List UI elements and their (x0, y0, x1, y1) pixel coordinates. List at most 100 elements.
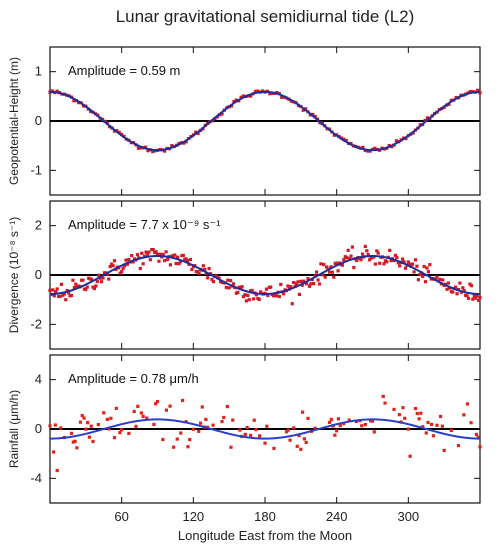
data-point (55, 468, 59, 473)
fitted-curve (49, 255, 481, 295)
data-point (401, 406, 405, 410)
data-point (350, 245, 355, 249)
data-point (89, 277, 94, 281)
data-point (472, 294, 476, 298)
data-point (94, 284, 98, 288)
data-point (431, 434, 436, 438)
data-point (138, 266, 142, 271)
data-point (474, 432, 479, 436)
data-point (269, 285, 273, 289)
data-point (112, 259, 117, 263)
y-tick-label: 0 (35, 113, 42, 128)
data-point (454, 285, 458, 289)
data-point (325, 265, 329, 269)
data-point (327, 420, 332, 424)
data-point (406, 260, 410, 264)
data-point (425, 116, 430, 120)
data-point (265, 424, 269, 428)
data-point (365, 249, 369, 253)
data-point (69, 431, 74, 435)
data-point (151, 150, 155, 154)
data-point (214, 274, 218, 278)
data-point (344, 138, 348, 143)
data-point (196, 131, 200, 136)
data-point (313, 426, 317, 430)
data-point (155, 252, 160, 256)
data-point (207, 266, 211, 271)
data-point (376, 251, 380, 255)
data-point (333, 433, 337, 437)
data-point (424, 431, 428, 435)
data-point (256, 89, 260, 93)
data-point (401, 257, 405, 261)
data-point (294, 282, 299, 286)
data-point (154, 250, 158, 254)
data-point (312, 282, 316, 286)
data-point (403, 416, 407, 420)
data-point (478, 296, 482, 300)
y-tick-label: -2 (30, 316, 42, 331)
data-point (361, 145, 365, 149)
data-point (127, 257, 131, 262)
data-point (62, 292, 66, 296)
data-point (152, 422, 156, 426)
data-point (140, 251, 144, 255)
data-point (250, 288, 254, 293)
data-point (408, 454, 412, 458)
data-point (428, 263, 432, 267)
data-point (425, 266, 429, 270)
data-point (289, 285, 293, 289)
data-point (342, 258, 346, 262)
data-point (288, 438, 292, 442)
data-point (296, 280, 300, 284)
data-point (114, 406, 118, 410)
data-point (234, 98, 238, 102)
data-point (226, 278, 230, 282)
data-point (398, 264, 402, 268)
data-point (107, 427, 111, 431)
data-point (304, 282, 309, 286)
y-tick-label: 2 (35, 218, 42, 233)
data-point (241, 94, 246, 98)
data-point (352, 265, 356, 270)
panel-divergence: -2 0 2 Divergence (10⁻⁸ s⁻¹) Amplitude = 7.7… (7, 200, 482, 350)
data-point (272, 294, 276, 298)
data-point (163, 259, 167, 263)
data-point (109, 416, 113, 420)
data-point (136, 404, 140, 408)
figure-title: Lunar gravitational semidiurnal tide (L2… (116, 7, 415, 26)
data-point (175, 255, 180, 259)
data-point (48, 424, 52, 428)
data-point (210, 277, 214, 282)
data-point (48, 288, 52, 293)
data-point (395, 255, 399, 260)
data-point (55, 287, 59, 291)
x-axis-label: Longitude East from the Moon (178, 528, 352, 543)
data-point (309, 282, 313, 286)
data-point (194, 130, 198, 134)
data-point (342, 137, 346, 141)
data-point (478, 445, 482, 449)
data-point (244, 299, 248, 303)
data-point (158, 252, 162, 256)
data-point (338, 424, 342, 428)
data-point (121, 266, 125, 270)
data-point (430, 422, 434, 427)
data-point (300, 283, 304, 287)
data-point (422, 264, 426, 269)
y-axis-label: Geopotential-Height (m) (7, 57, 21, 185)
data-point (277, 294, 281, 299)
data-point (139, 146, 143, 150)
x-tick-label: 240 (326, 509, 348, 524)
data-point (316, 278, 320, 282)
data-point (190, 267, 194, 272)
data-point (299, 447, 303, 451)
data-point (394, 139, 398, 143)
data-point (336, 417, 341, 421)
data-point (58, 294, 62, 299)
data-point (263, 441, 267, 445)
data-point (274, 294, 279, 298)
data-point (404, 136, 408, 141)
data-point (206, 276, 210, 280)
data-point (252, 418, 256, 422)
